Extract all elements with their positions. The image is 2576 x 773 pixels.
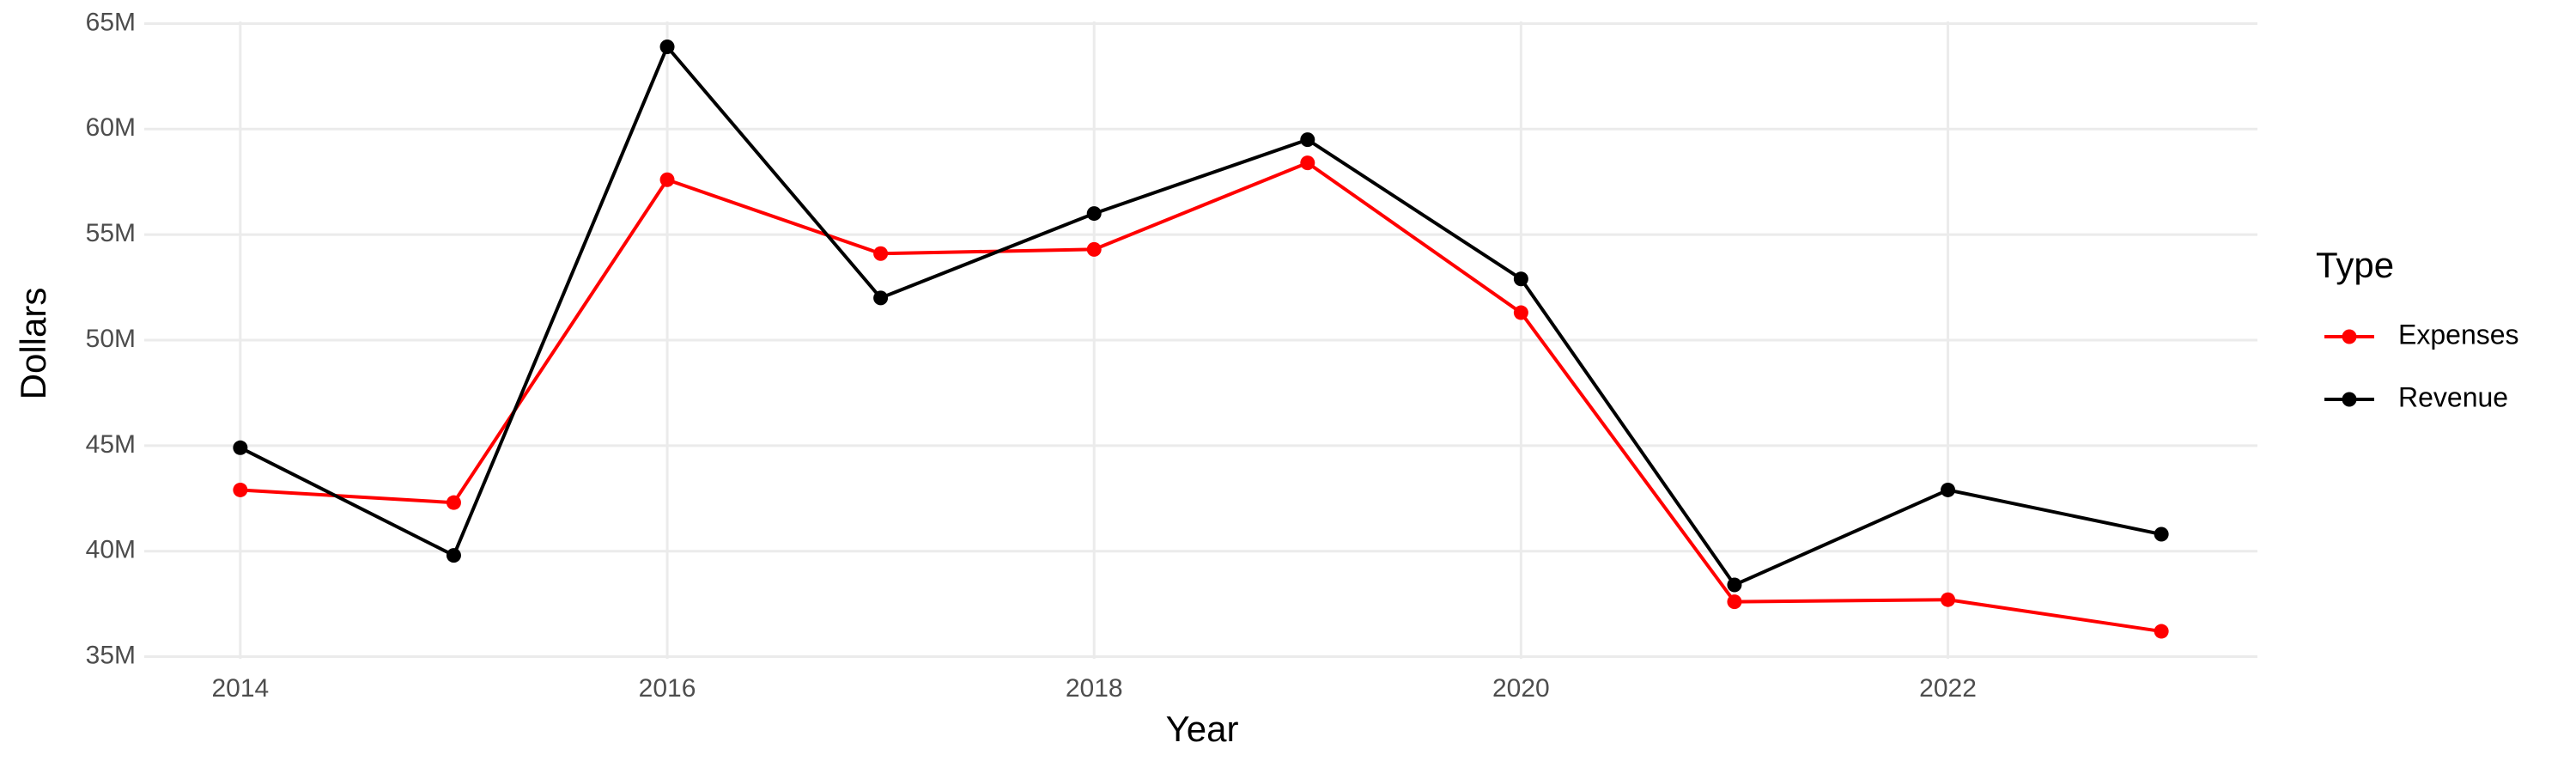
x-tick-label: 2022	[1919, 674, 1977, 703]
data-point	[2154, 624, 2169, 639]
data-point	[1727, 594, 1742, 610]
data-point	[1941, 482, 1956, 497]
x-axis-title: Year	[1166, 709, 1239, 749]
y-tick-label: 55M	[86, 219, 136, 247]
legend-label: Expenses	[2398, 319, 2519, 350]
y-tick-label: 35M	[86, 641, 136, 669]
y-tick-label: 45M	[86, 430, 136, 459]
data-point	[1727, 577, 1742, 593]
legend-label: Revenue	[2398, 381, 2508, 412]
data-point	[2154, 526, 2169, 542]
x-tick-label: 2020	[1492, 674, 1550, 703]
x-tick-label: 2014	[211, 674, 269, 703]
y-tick-label: 65M	[86, 8, 136, 36]
data-point	[659, 39, 675, 54]
series-line	[239, 43, 2162, 587]
y-tick-label: 40M	[86, 536, 136, 564]
data-point	[1513, 305, 1528, 320]
x-tick-label: 2018	[1066, 674, 1123, 703]
data-point	[1513, 271, 1528, 287]
legend-title: Type	[2316, 245, 2394, 285]
data-point	[1300, 132, 1315, 148]
data-point	[1086, 241, 1102, 257]
series-line	[240, 161, 2162, 634]
data-point	[1086, 206, 1102, 222]
legend-marker	[2342, 392, 2357, 407]
data-point	[659, 172, 675, 187]
x-tick-label: 2016	[639, 674, 696, 703]
data-point	[873, 246, 889, 261]
data-point	[873, 290, 889, 306]
grid	[144, 21, 2257, 659]
y-axis-title: Dollars	[13, 288, 53, 400]
legend-marker	[2342, 329, 2357, 344]
data-point	[446, 548, 461, 563]
y-tick-label: 60M	[86, 113, 136, 142]
data-point	[1300, 155, 1315, 171]
y-tick-label: 50M	[86, 325, 136, 353]
data-point	[233, 482, 248, 497]
data-point	[233, 440, 248, 455]
data-point	[1941, 592, 1956, 607]
data-point	[446, 495, 461, 510]
